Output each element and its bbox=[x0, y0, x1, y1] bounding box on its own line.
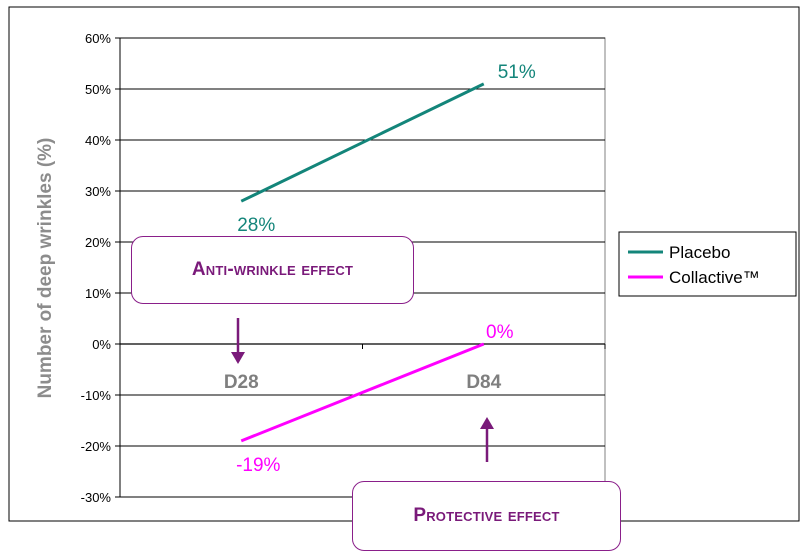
x-category-label: D28 bbox=[224, 372, 259, 393]
anti-wrinkle-effect-label: Anti-wrinkle effect bbox=[192, 259, 353, 281]
y-tick-label: 50% bbox=[85, 82, 111, 97]
y-tick-label: 0% bbox=[92, 337, 111, 352]
y-tick-label: 30% bbox=[85, 184, 111, 199]
anti-wrinkle-effect-callout: Anti-wrinkle effect bbox=[131, 236, 414, 304]
data-label: -19% bbox=[236, 455, 280, 476]
y-tick-label: -20% bbox=[81, 439, 112, 454]
x-category-label: D84 bbox=[466, 372, 501, 393]
protective-effect-callout: Protective effect bbox=[352, 481, 621, 551]
y-tick-label: 10% bbox=[85, 286, 111, 301]
data-label: 51% bbox=[498, 62, 536, 83]
y-tick-label: 60% bbox=[85, 31, 111, 46]
y-tick-label: -30% bbox=[81, 490, 112, 505]
legend-label-1: Collactive™ bbox=[669, 268, 760, 287]
y-axis-title: Number of deep wrinkles (%) bbox=[35, 138, 56, 399]
y-tick-label: 20% bbox=[85, 235, 111, 250]
data-label: 0% bbox=[486, 322, 514, 343]
y-tick-label: 40% bbox=[85, 133, 111, 148]
legend-label-0: Placebo bbox=[669, 243, 730, 262]
legend: Placebo Collactive™ bbox=[619, 232, 796, 296]
y-tick-label: -10% bbox=[81, 388, 112, 403]
data-label: 28% bbox=[237, 215, 275, 236]
protective-effect-label: Protective effect bbox=[413, 505, 559, 527]
